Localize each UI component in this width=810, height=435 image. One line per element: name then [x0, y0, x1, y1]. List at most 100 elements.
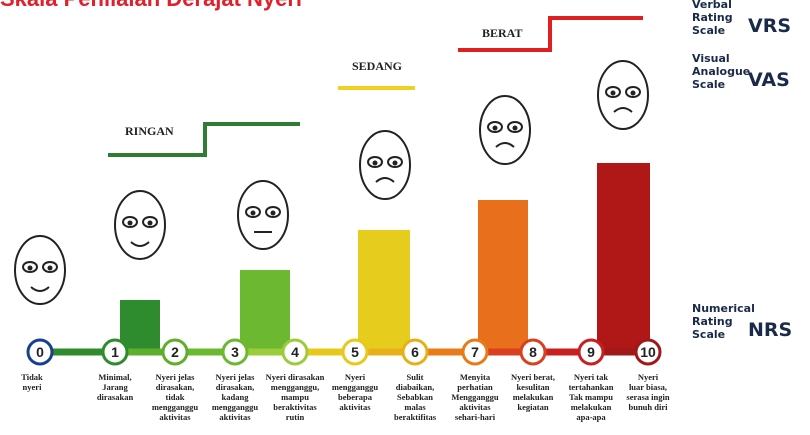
description: Minimal,: [98, 372, 131, 382]
face: [598, 61, 648, 129]
description: sehari-hari: [455, 412, 496, 422]
description: aktivitas: [159, 412, 191, 422]
description: dirasakan,: [216, 382, 255, 392]
pupil: [128, 221, 133, 226]
description: kegiatan: [517, 402, 548, 412]
number: 7: [471, 344, 479, 360]
category-label: RINGAN: [125, 124, 174, 138]
pupil: [271, 211, 276, 216]
description: aktivitas: [219, 412, 251, 422]
pupil: [393, 161, 398, 166]
description: tertahankan: [569, 382, 614, 392]
description: mengganggu,: [271, 382, 319, 392]
title: Skala Penilaian Derajat Nyeri: [0, 0, 302, 11]
description: mengganggu: [212, 402, 259, 412]
pupil: [611, 91, 616, 96]
number: 8: [529, 344, 537, 360]
face: [15, 236, 65, 304]
bar: [478, 200, 528, 352]
description: beraktivitas: [273, 402, 317, 412]
description: mengganggu: [332, 382, 379, 392]
description: Nyeri tak: [574, 372, 609, 382]
description: Nyeri jelas: [156, 372, 196, 382]
description: kesulitan: [516, 382, 549, 392]
description: luar biasa,: [629, 382, 667, 392]
pupil: [513, 126, 518, 131]
face: [238, 181, 288, 249]
description: Nyeri: [345, 372, 366, 382]
face: [480, 96, 530, 164]
description: dirasakan,: [156, 382, 195, 392]
scale-name: Rating: [692, 11, 733, 24]
description: apa-apa: [576, 412, 606, 422]
number: 1: [111, 344, 119, 360]
pupil: [148, 221, 153, 226]
description: Nyeri: [638, 372, 659, 382]
pupil: [251, 211, 256, 216]
description: Tidak: [21, 372, 43, 382]
description: Menyita: [460, 372, 491, 382]
scale-name: Visual: [692, 52, 730, 65]
description: beberapa: [338, 392, 373, 402]
scale-abbr: NRS: [748, 319, 792, 341]
number: 3: [231, 344, 239, 360]
pupil: [493, 126, 498, 131]
description: malas: [404, 402, 426, 412]
number: 0: [36, 344, 44, 360]
pupil: [631, 91, 636, 96]
pupil: [28, 266, 33, 271]
scale-name: Verbal: [692, 0, 732, 11]
description: rutin: [286, 412, 305, 422]
number: 9: [587, 344, 595, 360]
description: serasa ingin: [626, 392, 669, 402]
description: diabaikan,: [396, 382, 435, 392]
description: mengganggu: [152, 402, 199, 412]
description: Nyeri jelas: [216, 372, 256, 382]
bar: [597, 163, 650, 352]
scale-name: Rating: [692, 315, 733, 328]
description: Nyeri dirasakan: [266, 372, 325, 382]
description: mampu: [281, 392, 309, 402]
face: [115, 191, 165, 259]
description: nyeri: [23, 382, 43, 392]
description: dirasakan: [97, 392, 134, 402]
category-label: SEDANG: [352, 59, 402, 73]
number: 2: [171, 344, 179, 360]
description: perhatian: [457, 382, 493, 392]
pain-scale: Skala Penilaian Derajat Nyeri RINGAN SED…: [0, 0, 810, 435]
description: melakukan: [513, 392, 554, 402]
pupil: [373, 161, 378, 166]
description: kadang: [222, 392, 250, 402]
description: Sulit: [406, 372, 423, 382]
pupil: [48, 266, 53, 271]
description: Nyeri berat,: [511, 372, 555, 382]
scale-name: Numerical: [692, 302, 755, 315]
description: aktivitas: [459, 402, 491, 412]
number: 6: [411, 344, 419, 360]
description: melakukan: [571, 402, 612, 412]
bar: [358, 230, 410, 352]
scale-name: Scale: [692, 24, 725, 37]
description: Mengganggu: [451, 392, 499, 402]
description: beraktifitas: [394, 412, 437, 422]
scale-abbr: VRS: [748, 15, 791, 37]
category-label: BERAT: [482, 26, 522, 40]
scale-name: Scale: [692, 328, 725, 341]
description: Jarang: [102, 382, 128, 392]
faces: [15, 61, 648, 304]
description: bunuh diri: [629, 402, 669, 412]
number: 4: [291, 344, 299, 360]
scale-abbr: VAS: [748, 69, 790, 91]
number: 10: [640, 344, 656, 360]
description: Tak mampu: [569, 392, 613, 402]
description: aktivitas: [339, 402, 371, 412]
scale-name: Scale: [692, 78, 725, 91]
description: Sebabkan: [397, 392, 433, 402]
scale-name: Analogue: [692, 65, 750, 78]
description: tidak: [166, 392, 185, 402]
face: [360, 131, 410, 199]
bar: [240, 270, 290, 352]
number: 5: [351, 344, 359, 360]
